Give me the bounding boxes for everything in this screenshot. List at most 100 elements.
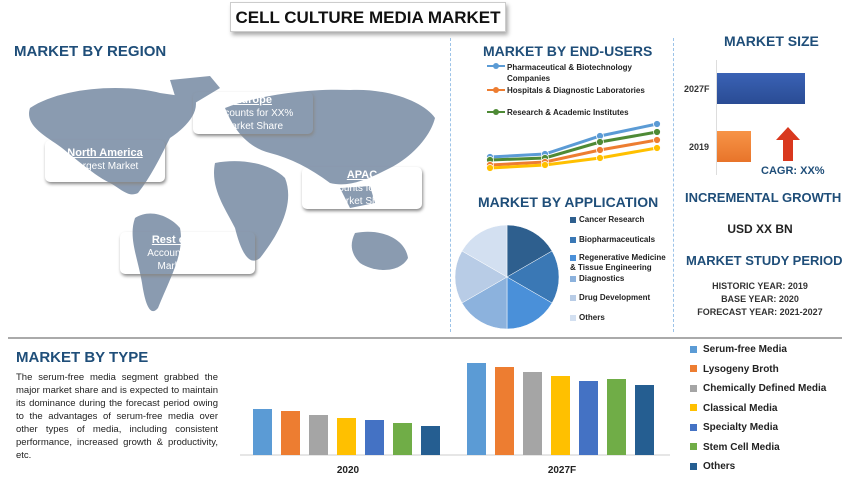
application-heading: MARKET BY APPLICATION: [478, 194, 659, 210]
world-map: [29, 76, 435, 312]
application-legend-item: Cancer Research: [570, 215, 670, 225]
bar: [635, 385, 654, 455]
region-name: Rest of World: [151, 234, 224, 246]
study-period-heading: MARKET STUDY PERIOD: [686, 253, 843, 268]
base-year: BASE YEAR: 2020: [721, 294, 799, 304]
line-series: [489, 146, 658, 170]
type-legend-item: Serum-free Media: [690, 344, 787, 355]
end-users-line-chart: [486, 120, 661, 172]
line-point: [486, 164, 494, 172]
line-series: [489, 122, 658, 159]
cagr-label: CAGR: XX%: [761, 165, 825, 177]
bar: [421, 426, 440, 455]
end-users-legend-item: Hospitals & Diagnostic Laboratories: [507, 86, 645, 95]
region-text: Largest Market: [71, 161, 139, 172]
region-text: Market Share: [157, 261, 218, 272]
legend-swatch: [570, 275, 576, 282]
legend-swatch: [570, 314, 576, 321]
region-text: Accounts for XX%: [321, 183, 403, 194]
legend-swatch: [690, 462, 697, 470]
region-text: Market Share: [331, 196, 393, 207]
bar-label: 2019: [689, 142, 710, 152]
bar: [365, 420, 384, 455]
divider: [8, 337, 842, 339]
type-heading: MARKET BY TYPE: [16, 349, 149, 366]
bar: [253, 409, 272, 455]
legend-swatch: [570, 236, 576, 243]
type-description: The serum-free media segment grabbed the…: [16, 372, 218, 461]
legend-label: Specialty Media: [703, 422, 779, 433]
bar: [467, 363, 486, 455]
page-title: CELL CULTURE MEDIA MARKET: [230, 2, 506, 32]
type-legend-item: Chemically Defined Media: [690, 383, 826, 394]
application-legend-item: Diagnostics: [570, 274, 670, 284]
legend-swatch: [690, 423, 697, 431]
market-size-heading: MARKET SIZE: [724, 33, 819, 49]
legend-swatch: [690, 345, 697, 353]
incremental-value: USD XX BN: [727, 222, 793, 236]
region-name: APAC: [346, 169, 378, 181]
line-point: [541, 161, 549, 169]
line-series: [489, 130, 658, 162]
legend-swatch: [690, 384, 697, 392]
divider: [450, 38, 451, 332]
pie-slice: [506, 276, 553, 330]
legend-marker: [493, 109, 499, 115]
line-point: [653, 136, 661, 144]
type-legend-item: Lysogeny Broth: [690, 364, 779, 375]
region-box-europe: Europe Accounts for XX% Market Share: [193, 92, 313, 134]
axis-line: [716, 60, 717, 175]
type-bar-chart: 2020 2027F: [240, 363, 670, 476]
legend-label: Cancer Research: [579, 215, 645, 224]
legend-label: Drug Development: [579, 293, 651, 302]
historic-year: HISTORIC YEAR: 2019: [712, 281, 808, 291]
legend-label: Stem Cell Media: [703, 441, 780, 453]
line-point: [653, 144, 661, 152]
bar: [393, 423, 412, 455]
legend-label: Lysogeny Broth: [703, 363, 779, 375]
end-users-legend-item: Pharmaceutical & Biotechnology Companies: [507, 63, 632, 83]
line-point: [653, 128, 661, 136]
legend-swatch: [570, 254, 576, 261]
legend-swatch: [690, 443, 697, 451]
end-users-legend-markers: [487, 63, 505, 115]
type-legend-item: Stem Cell Media: [690, 442, 780, 453]
end-users-legend-item: Research & Academic Institutes: [507, 108, 629, 117]
region-box-apac: APAC Accounts for XX% Market Share: [302, 167, 422, 209]
region-name: Europe: [234, 94, 272, 106]
incremental-heading: INCREMENTAL GROWTH: [685, 190, 842, 205]
x-tick-label: 2020: [337, 465, 360, 476]
application-legend-item: Drug Development: [570, 293, 670, 303]
divider: [673, 38, 674, 332]
line-point: [596, 146, 604, 154]
region-text: Accounts for XX%: [212, 108, 294, 119]
region-heading: MARKET BY REGION: [14, 43, 167, 60]
legend-marker: [493, 87, 499, 93]
legend-label: Regenerative Medicine & Tissue Engineeri…: [570, 253, 666, 272]
application-legend-item: Regenerative Medicine & Tissue Engineeri…: [570, 253, 670, 273]
legend-label: Others: [703, 461, 736, 472]
pie-slice: [506, 224, 553, 278]
legend-swatch: [690, 404, 697, 412]
legend-swatch: [690, 365, 697, 373]
bar: [551, 376, 570, 455]
market-size-bar-2019: [717, 131, 751, 162]
type-legend-item: Specialty Media: [690, 422, 778, 433]
region-text: Accounts for XX%: [147, 248, 228, 259]
legend-label: Diagnostics: [579, 274, 625, 283]
region-box-rest-of-world: Rest of World Accounts for XX% Market Sh…: [120, 232, 255, 274]
pie-slice: [454, 250, 508, 304]
growth-arrow-icon: [776, 127, 800, 161]
legend-label: Others: [579, 313, 605, 322]
x-tick-label: 2027F: [548, 465, 576, 476]
bar-label: 2027F: [684, 84, 710, 94]
legend-label: Biopharmaceuticals: [579, 235, 656, 244]
line-point: [596, 138, 604, 146]
application-pie-chart: [454, 224, 560, 330]
line-point: [596, 154, 604, 162]
bar: [579, 381, 598, 455]
type-legend-item: Classical Media: [690, 403, 777, 414]
legend-label: Chemically Defined Media: [703, 383, 827, 394]
forecast-year: FORECAST YEAR: 2021-2027: [697, 307, 823, 317]
legend-swatch: [570, 216, 576, 223]
